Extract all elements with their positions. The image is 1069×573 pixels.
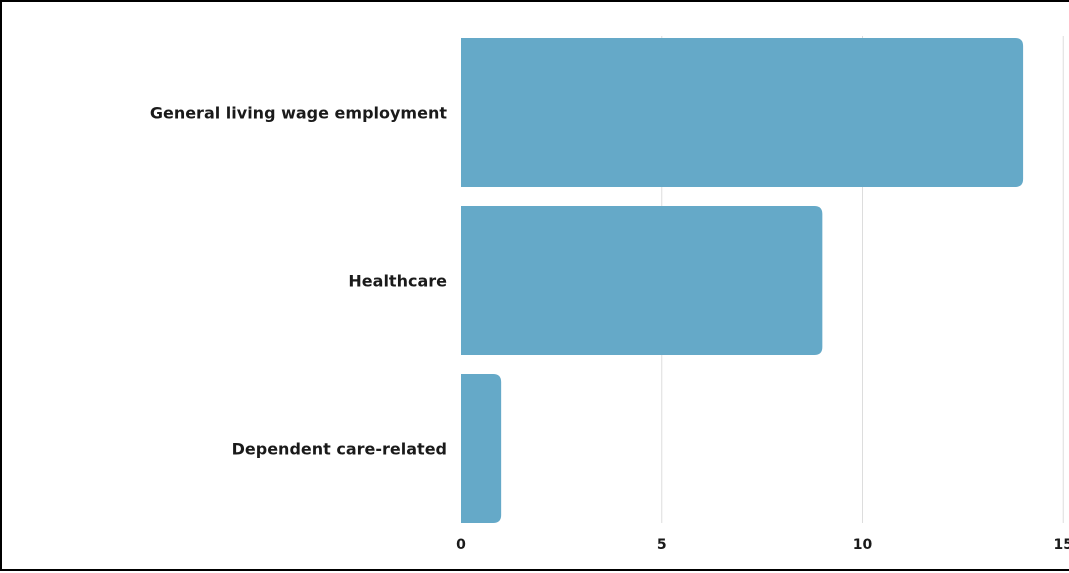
- x-tick-label: 5: [657, 537, 667, 553]
- x-tick-label: 15: [1054, 537, 1069, 553]
- x-tick-label: 10: [853, 537, 873, 553]
- x-axis-ticks: 0 5 10 15: [456, 537, 1069, 553]
- bar-layer: [461, 38, 1024, 523]
- bar-general-living-wage-employment: [461, 38, 1024, 187]
- category-label: Healthcare: [348, 272, 447, 291]
- category-labels: General living wage employment Healthcare…: [150, 104, 448, 459]
- bar-healthcare: [461, 206, 823, 355]
- bar-dependent-care-related: [461, 374, 502, 523]
- x-tick-label: 0: [456, 537, 466, 553]
- category-label: General living wage employment: [150, 104, 448, 123]
- category-label: Dependent care-related: [232, 440, 447, 459]
